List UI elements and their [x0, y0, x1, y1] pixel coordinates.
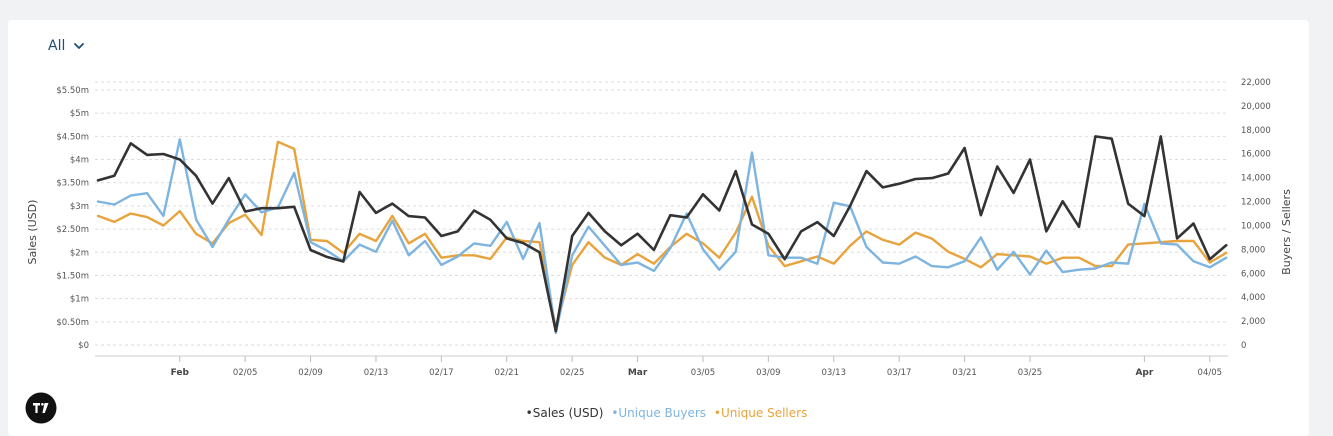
y-right-tick-label: 12,000 [1241, 198, 1271, 208]
filter-dropdown-label: All [48, 38, 66, 54]
y-left-tick-label: $3m [70, 202, 89, 212]
sales-line [96, 135, 1228, 333]
y-right-tick-label: 14,000 [1241, 174, 1271, 184]
x-tick-label: 03/09 [756, 368, 781, 378]
legend-item-sales[interactable]: •Sales (USD) [525, 406, 604, 420]
x-tick-label: 03/17 [887, 368, 912, 378]
legend-item-buyers[interactable]: •Unique Buyers [611, 406, 707, 420]
x-tick-label: 04/05 [1198, 368, 1223, 378]
y-left-tick-label: $5.50m [56, 86, 89, 96]
chevron-down-icon [74, 43, 85, 49]
y-left-tick-label: $0.50m [56, 318, 89, 328]
x-tick-label: 02/21 [495, 368, 520, 378]
y-right-tick-label: 16,000 [1241, 150, 1271, 160]
y-right-tick-label: 4,000 [1241, 293, 1265, 303]
x-tick-label: 02/13 [364, 368, 389, 378]
x-tick-label: 02/05 [233, 368, 258, 378]
y-left-tick-label: $1.50m [56, 271, 89, 281]
x-tick-label: 03/21 [952, 368, 977, 378]
y-right-tick-label: 18,000 [1241, 126, 1271, 136]
sellers-line [96, 140, 1228, 330]
y-right-tick-label: 2,000 [1241, 317, 1265, 327]
y-left-tick-label: $2m [70, 248, 89, 258]
y-right-tick-label: 0 [1241, 341, 1246, 351]
filter-dropdown[interactable]: All [48, 38, 85, 54]
y-left-axis-title: Sales (USD) [26, 200, 39, 265]
y-right-tick-label: 6,000 [1241, 269, 1265, 279]
x-tick-label: 03/25 [1018, 368, 1043, 378]
x-tick-label: Apr [1135, 368, 1153, 378]
chart-legend: •Sales (USD) •Unique Buyers •Unique Sell… [0, 406, 1333, 420]
brand-logo-icon [25, 392, 57, 424]
y-left-tick-label: $4m [70, 156, 89, 166]
y-right-tick-label: 10,000 [1241, 221, 1271, 231]
x-tick-label: Mar [628, 368, 648, 378]
legend-item-sellers[interactable]: •Unique Sellers [713, 406, 808, 420]
y-left-tick-label: $3.50m [56, 179, 89, 189]
y-left-tick-label: $1m [70, 295, 89, 305]
y-right-axis-title: Buyers / Sellers [1280, 189, 1293, 275]
y-left-tick-label: $0 [78, 341, 89, 351]
y-right-tick-label: 20,000 [1241, 102, 1271, 112]
x-tick-label: 02/25 [560, 368, 585, 378]
y-left-tick-label: $2.50m [56, 225, 89, 235]
x-tick-label: 03/05 [691, 368, 716, 378]
x-tick-label: 02/09 [298, 368, 323, 378]
x-tick-label: 03/13 [822, 368, 847, 378]
y-left-tick-label: $4.50m [56, 132, 89, 142]
buyers-line [96, 138, 1228, 335]
y-right-tick-label: 8,000 [1241, 245, 1265, 255]
x-tick-label: Feb [171, 368, 190, 378]
y-right-tick-label: 22,000 [1241, 78, 1271, 88]
y-left-tick-label: $5m [70, 109, 89, 119]
x-tick-label: 02/17 [429, 368, 454, 378]
